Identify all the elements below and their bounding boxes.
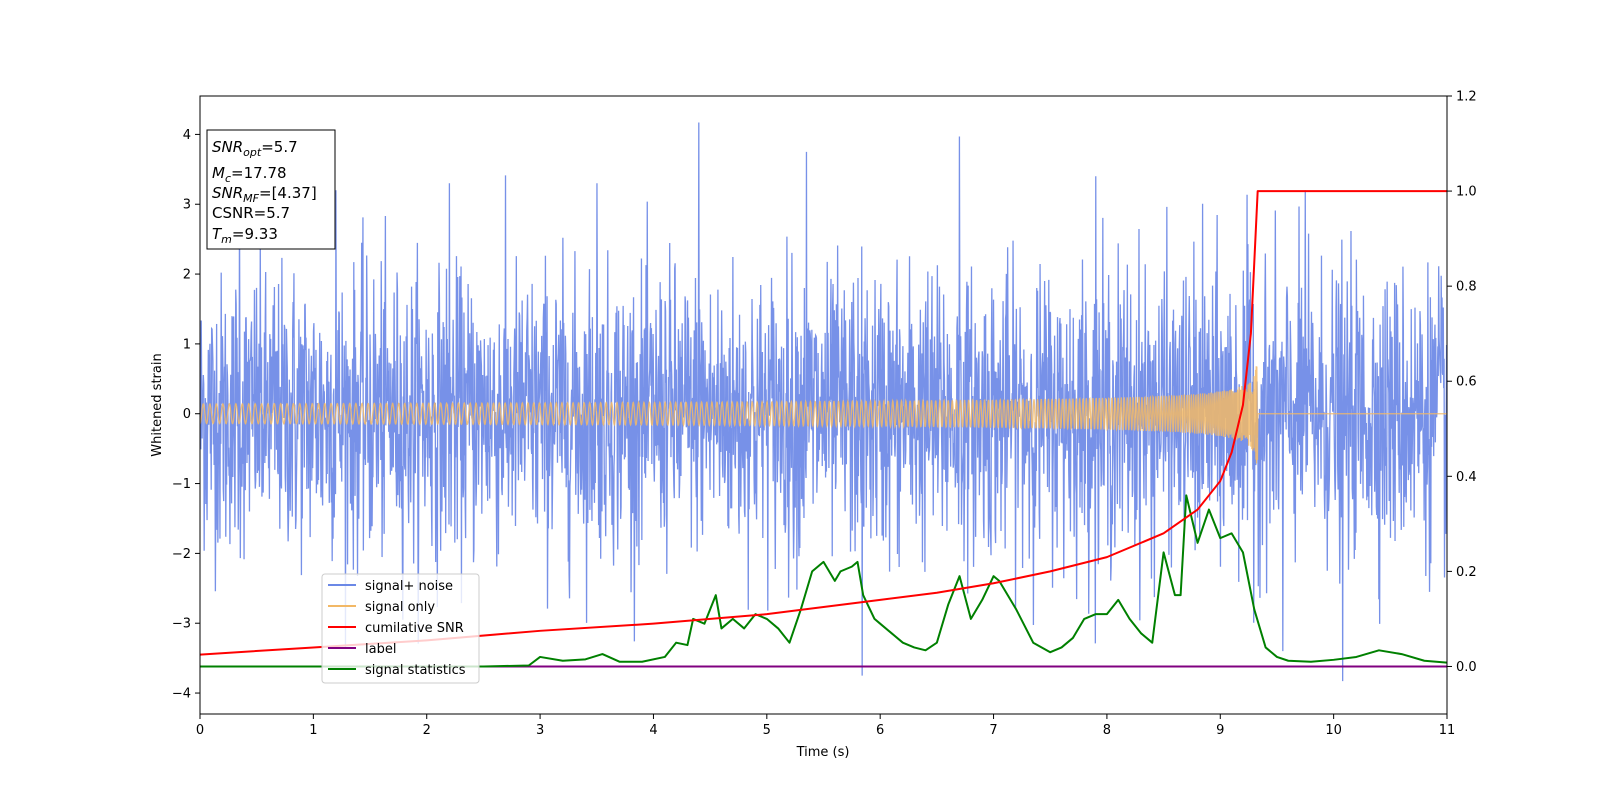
y-tick-label: 3 (183, 198, 191, 213)
y-axis-right: 0.0 0.2 0.4 0.6 0.8 1.0 1.2 (1447, 90, 1477, 675)
y2-tick-label: 0.2 (1456, 565, 1477, 580)
legend-label-signal-only: signal only (365, 600, 435, 615)
y-tick-label: 0 (183, 407, 191, 422)
info-snr-mf-main: SNR (212, 184, 243, 202)
y2-tick-label: 1.0 (1456, 185, 1477, 200)
x-tick-label: 8 (1103, 723, 1111, 738)
x-tick-label: 10 (1325, 723, 1342, 738)
y-tick-label: −1 (172, 477, 191, 492)
x-tick-label: 5 (763, 723, 771, 738)
info-snr-opt-main: SNR (212, 138, 243, 156)
legend-label-cumulative-snr: cumilative SNR (365, 621, 464, 636)
x-tick-label: 4 (649, 723, 657, 738)
y-axis-label: Whitened strain (150, 353, 165, 456)
y2-tick-label: 0.0 (1456, 660, 1477, 675)
x-axis-label: Time (s) (796, 745, 850, 760)
y-tick-label: −2 (172, 547, 191, 562)
info-snr-opt: SNRopt=5.7 (212, 138, 298, 159)
info-box: SNRopt=5.7 Mc=17.78 SNRMF=[4.37] CSNR=5.… (206, 129, 336, 250)
legend-label-label: label (365, 642, 396, 657)
y2-tick-label: 1.2 (1456, 90, 1477, 105)
info-snr-mf: SNRMF=[4.37] (212, 184, 317, 205)
x-tick-label: 6 (876, 723, 884, 738)
info-mc-main: M (212, 164, 225, 182)
x-tick-label: 0 (196, 723, 204, 738)
plot-frame (199, 95, 1448, 715)
y-tick-label: −4 (172, 687, 191, 702)
y-tick-label: 2 (183, 268, 191, 283)
y2-tick-label: 0.6 (1456, 375, 1477, 390)
info-snr-opt-sub: opt (243, 146, 262, 159)
info-snr-mf-value: =[4.37] (259, 184, 317, 202)
x-tick-label: 7 (989, 723, 997, 738)
x-tick-label: 1 (309, 723, 317, 738)
info-snr-opt-value: =5.7 (261, 138, 297, 156)
legend-frame (321, 573, 480, 684)
y-tick-label: 4 (183, 128, 191, 143)
y2-tick-label: 0.4 (1456, 470, 1477, 485)
x-tick-label: 3 (536, 723, 544, 738)
info-mc-value: =17.78 (231, 164, 287, 182)
legend-label-signal-noise: signal+ noise (365, 579, 453, 594)
info-tm: Tm=9.33 (212, 225, 278, 246)
y-tick-label: 1 (183, 337, 191, 352)
info-tm-value: =9.33 (232, 225, 278, 243)
x-tick-label: 11 (1439, 723, 1456, 738)
x-tick-label: 9 (1216, 723, 1224, 738)
series-cumulative-snr-line (200, 190, 1447, 656)
x-axis: 0 1 2 3 4 5 6 7 8 9 10 11 (196, 714, 1455, 738)
legend: signal+ noise signal only cumilative SNR… (321, 573, 480, 684)
series-signal-only-line (200, 366, 1447, 464)
y-tick-label: −3 (172, 617, 191, 632)
info-csnr: CSNR=5.7 (212, 204, 290, 222)
info-tm-main: T (212, 225, 223, 243)
info-snr-mf-sub: MF (243, 192, 259, 205)
legend-label-signal-statistics: signal statistics (365, 663, 466, 678)
info-mc: Mc=17.78 (212, 164, 287, 185)
y2-tick-label: 0.8 (1456, 280, 1477, 295)
y-axis-left: −4 −3 −2 −1 0 1 2 3 4 (172, 128, 200, 702)
info-tm-sub: m (221, 233, 232, 246)
series-signal-statistics-line (200, 494, 1447, 668)
info-mc-sub: c (225, 172, 231, 185)
x-tick-label: 2 (423, 723, 431, 738)
info-box-frame (206, 129, 336, 250)
